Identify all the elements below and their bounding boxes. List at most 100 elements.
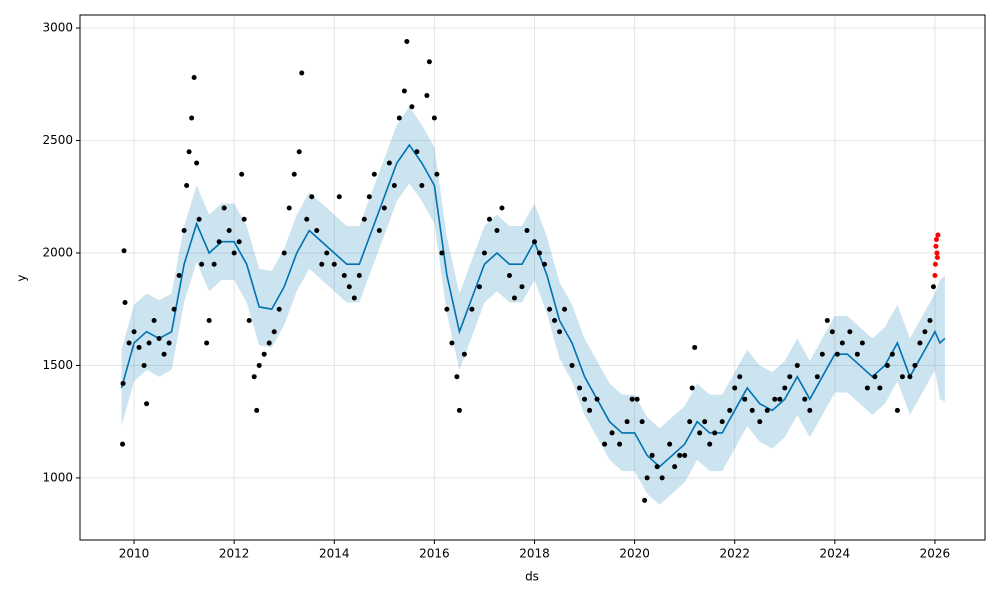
- observed-point: [236, 239, 242, 245]
- observed-point: [486, 216, 492, 222]
- observed-point: [266, 340, 272, 346]
- observed-point: [356, 272, 362, 278]
- observed-point: [582, 396, 588, 402]
- observed-point: [712, 430, 718, 436]
- observed-point: [917, 340, 923, 346]
- observed-point: [254, 407, 260, 413]
- observed-point: [654, 464, 660, 470]
- observed-point: [286, 205, 292, 211]
- observed-point: [930, 284, 936, 290]
- x-tick-label: 2026: [920, 547, 951, 561]
- y-axis-label: y: [15, 274, 29, 281]
- y-tick-label: 2000: [42, 245, 73, 259]
- observed-point: [204, 340, 210, 346]
- observed-point: [629, 396, 635, 402]
- x-tick-label: 2016: [419, 547, 450, 561]
- observed-point: [642, 497, 648, 503]
- observed-point: [819, 351, 825, 357]
- observed-point: [609, 430, 615, 436]
- plot-frame: [79, 14, 986, 541]
- observed-point: [602, 441, 608, 447]
- observed-point: [702, 419, 708, 425]
- observed-point: [456, 407, 462, 413]
- observed-point: [291, 171, 297, 177]
- observed-point: [144, 401, 150, 407]
- observed-point: [624, 419, 630, 425]
- observed-point: [444, 306, 450, 312]
- observed-point: [719, 419, 725, 425]
- observed-point: [199, 261, 205, 267]
- observed-point: [859, 340, 865, 346]
- observed-point: [469, 306, 475, 312]
- observed-point: [552, 317, 558, 323]
- observed-point: [524, 227, 530, 233]
- observed-point: [404, 39, 410, 45]
- observed-point: [577, 385, 583, 391]
- observed-point: [419, 183, 425, 189]
- observed-point: [126, 340, 132, 346]
- observed-point: [782, 385, 788, 391]
- observed-point: [777, 396, 783, 402]
- observed-point: [256, 362, 262, 368]
- observed-point: [120, 380, 126, 386]
- observed-point: [542, 261, 548, 267]
- observed-point: [151, 317, 157, 323]
- observed-point: [454, 374, 460, 380]
- observed-point: [346, 284, 352, 290]
- observed-point: [401, 88, 407, 94]
- observed-point: [872, 374, 878, 380]
- x-tick-label: 2024: [820, 547, 851, 561]
- observed-point: [687, 419, 693, 425]
- forecast-line: [120, 143, 946, 468]
- observed-point: [196, 216, 202, 222]
- observed-point: [309, 194, 315, 200]
- observed-point: [161, 351, 167, 357]
- observed-point: [557, 329, 563, 335]
- x-axis-label: ds: [525, 570, 539, 584]
- y-tick-label: 1000: [42, 470, 73, 484]
- observed-point: [667, 441, 673, 447]
- observed-point: [519, 284, 525, 290]
- observed-point: [476, 284, 482, 290]
- observed-point: [494, 227, 500, 233]
- observed-point: [424, 93, 430, 99]
- observed-point: [707, 441, 713, 447]
- test-point: [935, 232, 941, 238]
- observed-point: [331, 261, 337, 267]
- observed-point: [922, 329, 928, 335]
- test-point: [932, 272, 938, 278]
- observed-point: [787, 374, 793, 380]
- observed-point: [361, 216, 367, 222]
- y-tick-label: 1500: [42, 358, 73, 372]
- observed-point: [409, 104, 415, 110]
- test-point: [933, 236, 939, 242]
- observed-point: [807, 407, 813, 413]
- observed-point: [186, 149, 192, 155]
- observed-point: [281, 250, 287, 256]
- observed-point: [371, 171, 377, 177]
- observed-point: [672, 464, 678, 470]
- observed-point: [532, 239, 538, 245]
- observed-point: [206, 317, 212, 323]
- observed-point: [562, 306, 568, 312]
- observed-point: [122, 299, 128, 305]
- y-tick-label: 2500: [42, 133, 73, 147]
- x-tick-label: 2014: [319, 547, 350, 561]
- observed-point: [271, 329, 277, 335]
- observed-point: [276, 306, 282, 312]
- observed-point: [184, 183, 190, 189]
- observed-point: [644, 475, 650, 481]
- observed-point: [659, 475, 665, 481]
- observed-point: [216, 239, 222, 245]
- observed-point: [847, 329, 853, 335]
- x-tick-label: 2022: [719, 547, 750, 561]
- observed-point: [120, 441, 126, 447]
- observed-point: [537, 250, 543, 256]
- observed-point: [141, 362, 147, 368]
- observed-point: [304, 216, 310, 222]
- uncertainty-band: [121, 106, 945, 505]
- observed-point: [434, 171, 440, 177]
- observed-point: [189, 115, 195, 121]
- observed-point: [757, 419, 763, 425]
